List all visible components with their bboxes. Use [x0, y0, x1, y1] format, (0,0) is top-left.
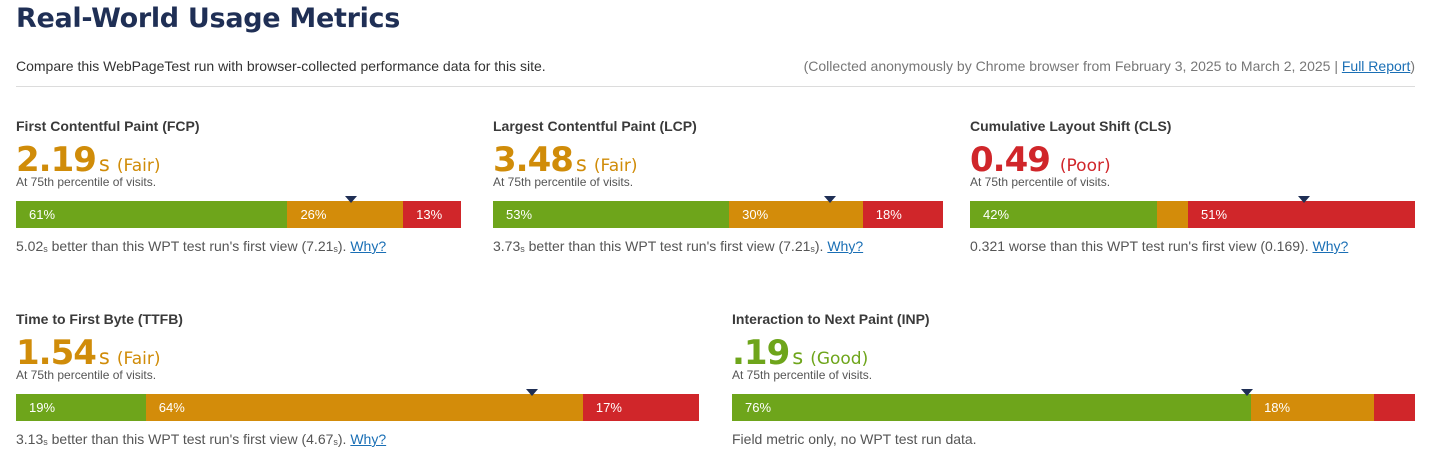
distribution-bar: 76% 18%	[732, 389, 1415, 421]
percentile-note: At 75th percentile of visits.	[493, 175, 634, 189]
percentile-note: At 75th percentile of visits.	[970, 175, 1111, 189]
segment-good: 19%	[16, 394, 146, 421]
cmp-text: better than this WPT test run's first vi…	[47, 431, 307, 447]
cmp-close: ).	[337, 238, 347, 254]
metric-value: 0.49	[970, 140, 1051, 180]
metric-rating: (Fair)	[116, 156, 161, 176]
distribution-bar: 53% 30% 18%	[493, 196, 943, 228]
metric-value: 3.48	[493, 140, 574, 180]
close-paren: )	[1410, 58, 1415, 74]
segment-good: 53%	[493, 201, 730, 228]
collection-dates: (Collected anonymously by Chrome browser…	[803, 58, 1331, 74]
full-report-link[interactable]: Full Report	[1341, 58, 1411, 74]
field-only-note: Field metric only, no WPT test run data.	[732, 431, 977, 447]
cmp-ref-value: 7.21	[783, 238, 811, 254]
comparison-text: 0.321 worse than this WPT test run's fir…	[970, 238, 1415, 254]
cmp-unit: s	[43, 244, 48, 254]
segment-fair	[1156, 201, 1189, 228]
metric-label: Time to First Byte (TTFB)	[16, 311, 183, 327]
metric-rating: (Fair)	[116, 349, 161, 369]
segment-fair: 64%	[145, 394, 583, 421]
cmp-value: 3.13	[16, 431, 44, 447]
distribution-bar: 19% 64% 17%	[16, 389, 699, 421]
metric-value-row: 1.54 s (Fair)	[16, 333, 699, 373]
why-link[interactable]: Why?	[350, 431, 387, 447]
metric-value-row: 2.19 s (Fair)	[16, 140, 461, 180]
metric-label: Interaction to Next Paint (INP)	[732, 311, 930, 327]
metric-value: 1.54	[16, 333, 97, 373]
why-link[interactable]: Why?	[827, 238, 864, 254]
metric-value: 2.19	[16, 140, 97, 180]
metric-label: Largest Contentful Paint (LCP)	[493, 118, 697, 134]
segment-poor: 13%	[403, 201, 461, 228]
why-link[interactable]: Why?	[350, 238, 387, 254]
intro-description: Compare this WebPageTest run with browse…	[16, 58, 546, 74]
metric-label: First Contentful Paint (FCP)	[16, 118, 200, 134]
cmp-unit: s	[43, 437, 48, 447]
segment-fair: 30%	[729, 201, 863, 228]
cmp-ref-value: 0.169	[1264, 238, 1301, 254]
percentile-note: At 75th percentile of visits.	[732, 368, 873, 382]
comparison-text: 5.02s better than this WPT test run's fi…	[16, 238, 461, 254]
segment-fair: 26%	[287, 201, 404, 228]
segment-good: 42%	[970, 201, 1157, 228]
cmp-ref-unit: s	[810, 244, 815, 254]
cmp-value: 3.73	[493, 238, 521, 254]
page-title: Real-World Usage Metrics	[16, 3, 401, 34]
cmp-text: better than this WPT test run's first vi…	[47, 238, 307, 254]
cmp-close: ).	[814, 238, 824, 254]
percentile-marker	[525, 389, 538, 396]
why-link[interactable]: Why?	[1312, 238, 1349, 254]
metric-cls: Cumulative Layout Shift (CLS) 0.49 (Poor)…	[970, 118, 1415, 254]
collection-note: (Collected anonymously by Chrome browser…	[804, 58, 1415, 74]
segment-fair: 18%	[1251, 394, 1375, 421]
metric-rating: (Good)	[810, 349, 869, 369]
percentile-note: At 75th percentile of visits.	[16, 368, 157, 382]
cmp-unit: s	[520, 244, 525, 254]
cmp-ref-unit: s	[333, 244, 338, 254]
cmp-ref-value: 7.21	[306, 238, 334, 254]
metric-label: Cumulative Layout Shift (CLS)	[970, 118, 1172, 134]
segment-poor	[1374, 394, 1415, 421]
segment-poor: 18%	[862, 201, 943, 228]
metric-inp: Interaction to Next Paint (INP) .19 s (Goo…	[732, 311, 1415, 447]
distribution-bar: 61% 26% 13%	[16, 196, 461, 228]
metric-lcp: Largest Contentful Paint (LCP) 3.48 s (Fai…	[493, 118, 943, 254]
metric-value-row: 0.49 (Poor)	[970, 140, 1415, 180]
intro-bar: Compare this WebPageTest run with browse…	[16, 58, 1415, 87]
metric-unit: s	[575, 152, 587, 176]
separator: |	[1330, 58, 1342, 74]
segment-good: 61%	[16, 201, 288, 228]
cmp-close: ).	[337, 431, 347, 447]
metric-value: .19	[732, 333, 790, 373]
percentile-marker	[823, 196, 836, 203]
metric-rating: (Poor)	[1059, 156, 1111, 176]
cmp-value: 0.321	[970, 238, 1006, 254]
percentile-marker	[1297, 196, 1310, 203]
comparison-text: 3.73s better than this WPT test run's fi…	[493, 238, 943, 254]
metric-ttfb: Time to First Byte (TTFB) 1.54 s (Fair) At…	[16, 311, 699, 447]
cmp-text: worse than this WPT test run's first vie…	[1005, 238, 1265, 254]
metric-value-row: 3.48 s (Fair)	[493, 140, 943, 180]
percentile-marker	[1240, 389, 1253, 396]
cmp-ref-value: 4.67	[306, 431, 334, 447]
cmp-value: 5.02	[16, 238, 44, 254]
cmp-text: better than this WPT test run's first vi…	[524, 238, 784, 254]
segment-poor: 17%	[582, 394, 699, 421]
metric-value-row: .19 s (Good)	[732, 333, 1415, 373]
cmp-close: ).	[1300, 238, 1309, 254]
comparison-text: 3.13s better than this WPT test run's fi…	[16, 431, 699, 447]
distribution-bar: 42% 51%	[970, 196, 1415, 228]
percentile-note: At 75th percentile of visits.	[16, 175, 157, 189]
metric-unit: s	[98, 345, 110, 369]
percentile-marker	[345, 196, 358, 203]
segment-poor: 51%	[1188, 201, 1415, 228]
metric-unit: s	[792, 345, 804, 369]
cmp-ref-unit: s	[333, 437, 338, 447]
segment-good: 76%	[732, 394, 1252, 421]
metric-fcp: First Contentful Paint (FCP) 2.19 s (Fair)…	[16, 118, 461, 254]
metric-unit: s	[98, 152, 110, 176]
metric-rating: (Fair)	[593, 156, 638, 176]
